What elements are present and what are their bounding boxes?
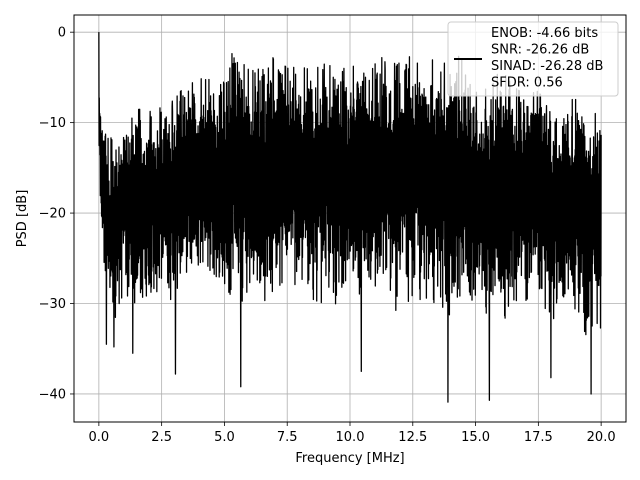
y-tick-label-2: −20 [39, 207, 66, 222]
y-axis-label: PSD [dB] [15, 190, 30, 248]
x-tick-label-2: 5.0 [214, 430, 235, 445]
legend-entry-enob: ENOB: -4.66 bits [491, 26, 598, 41]
y-tick-label-3: −30 [39, 297, 66, 312]
psd-trace-line [98, 32, 602, 403]
x-axis-label: Frequency [MHz] [295, 451, 404, 466]
x-tick-label-1: 2.5 [151, 430, 172, 445]
y-tick-label-1: −10 [39, 116, 66, 131]
x-tick-label-0: 0.0 [89, 430, 110, 445]
y-tick-label-4: −40 [39, 387, 66, 402]
x-tick-label-8: 20.0 [587, 430, 616, 445]
legend-entry-sinad: SINAD: -26.28 dB [491, 59, 603, 74]
x-tick-label-7: 17.5 [524, 430, 553, 445]
x-axis-ticks: 0.0 2.5 5.0 7.5 10.0 12.5 15.0 17.5 20.0 [89, 422, 616, 445]
y-tick-label-0: 0 [58, 26, 66, 41]
legend: ENOB: -4.66 bits SNR: -26.26 dB SINAD: -… [447, 21, 619, 97]
x-tick-label-6: 15.0 [461, 430, 490, 445]
legend-entry-sfdr: SFDR: 0.56 [491, 76, 563, 91]
legend-box [447, 21, 619, 97]
x-tick-label-3: 7.5 [277, 430, 298, 445]
x-tick-label-4: 10.0 [336, 430, 365, 445]
y-axis-ticks: 0 −10 −20 −30 −40 [39, 26, 74, 402]
series-psd [98, 32, 602, 403]
legend-entry-snr: SNR: -26.26 dB [491, 43, 589, 58]
x-tick-label-5: 12.5 [398, 430, 427, 445]
